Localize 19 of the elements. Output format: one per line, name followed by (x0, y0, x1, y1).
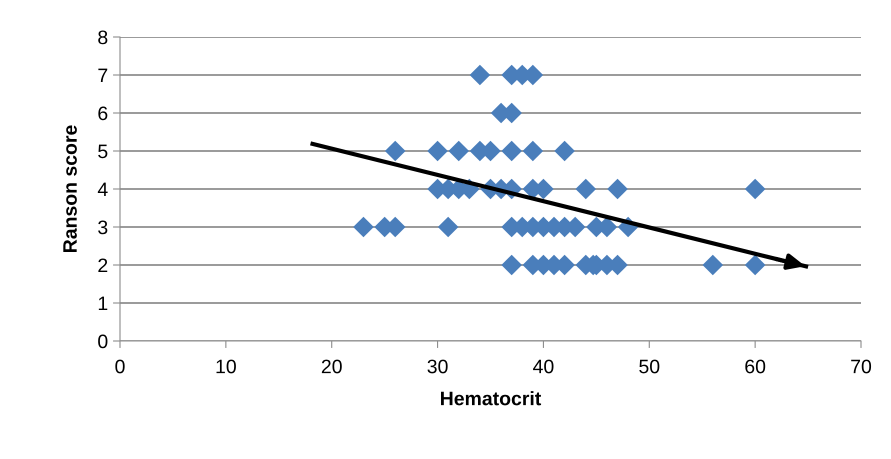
x-tick-label: 0 (115, 360, 125, 374)
y-tick-label: 3 (98, 220, 108, 234)
y-tick-label: 1 (98, 296, 108, 310)
y-tick-label: 5 (98, 144, 108, 158)
y-tick-label: 6 (98, 106, 108, 120)
x-tick-label: 30 (428, 360, 448, 374)
x-axis-title: Hematocrit (441, 391, 542, 406)
y-tick-label: 8 (98, 30, 108, 44)
x-tick-label: 40 (533, 360, 554, 374)
x-tick-label: 50 (639, 360, 660, 374)
y-axis-title: Ranson score (63, 125, 77, 252)
y-tick-label: 4 (98, 182, 108, 196)
y-tick-label: 7 (98, 68, 108, 82)
x-tick-label: 60 (745, 360, 766, 374)
x-tick-label: 70 (851, 360, 872, 374)
x-tick-label: 20 (322, 360, 342, 374)
y-tick-label: 2 (98, 258, 108, 272)
x-tick-label: 10 (216, 360, 236, 374)
y-tick-label: 0 (98, 334, 108, 348)
